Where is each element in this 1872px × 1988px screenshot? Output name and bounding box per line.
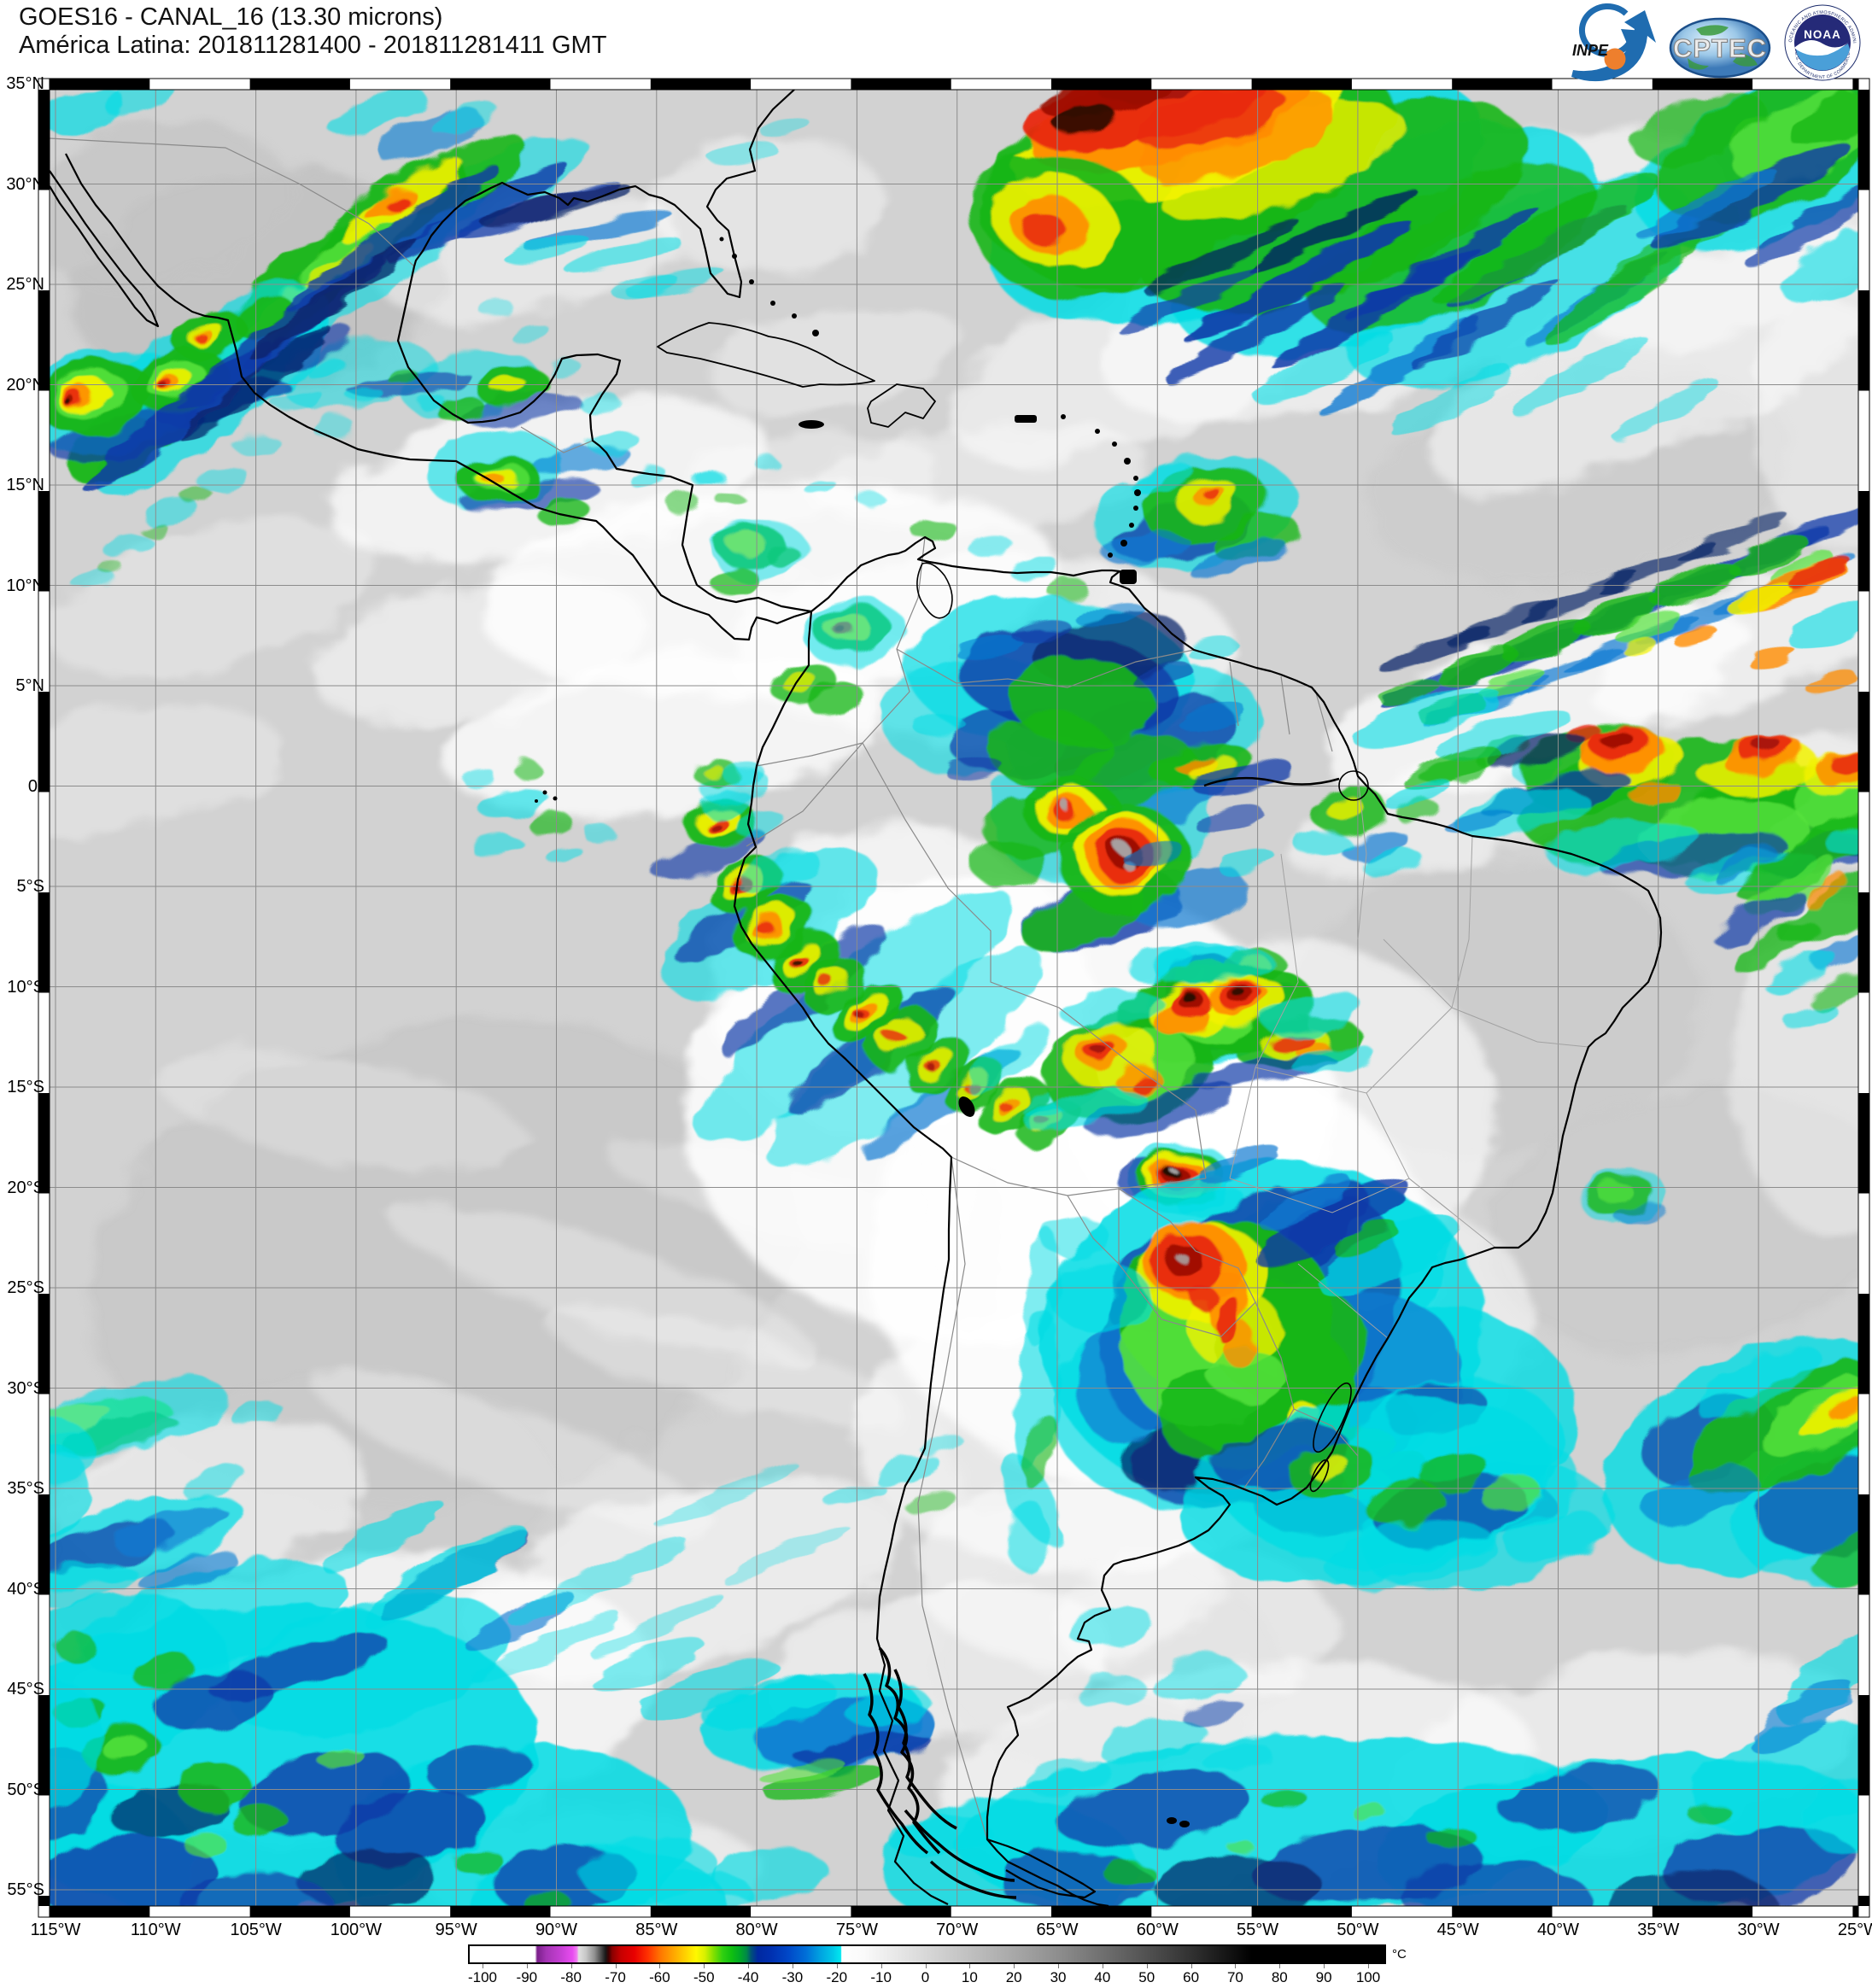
lon-label: 100°W [330,1921,383,1939]
lat-label: 5°N [15,676,44,695]
lat-label: 15°S [7,1078,44,1096]
map-frame [38,78,1870,1918]
lon-label: 70°W [936,1921,979,1939]
baja-california [50,170,160,328]
lat-label: 55°S [7,1880,44,1899]
lat-label: 35°S [7,1479,44,1498]
lon-label: 80°W [735,1921,778,1939]
hispaniola [867,383,936,428]
lon-label: 50°W [1337,1921,1379,1939]
lon-label: 90°W [535,1921,578,1939]
lon-label: 30°W [1737,1921,1780,1939]
header: GOES16 - CANAL_16 (13.30 microns) Améric… [19,3,606,60]
islands [535,237,1190,1827]
cptec-logo: CPTEC [1669,17,1771,79]
page-title: GOES16 - CANAL_16 (13.30 microns) [19,3,443,31]
lon-label: 35°W [1637,1921,1680,1939]
lon-label: 55°W [1237,1921,1279,1939]
lon-label: 65°W [1036,1921,1079,1939]
lon-label: 60°W [1136,1921,1179,1939]
lon-label: 45°W [1436,1921,1479,1939]
lon-label: 95°W [435,1921,477,1939]
lagoons-rivers [916,562,1369,1493]
inpe-logo-text: INPE [1572,42,1609,59]
lat-label: 30°S [7,1378,44,1398]
lat-label: 25°S [7,1278,44,1297]
lat-label: 20°N [6,375,44,395]
lon-label: 25°W [1837,1921,1872,1939]
lat-label: 30°N [6,174,44,194]
mexico-central-america-caribbean-coast [396,266,812,613]
inpe-logo: INPE [1571,3,1656,82]
lake-maracaibo [916,562,953,619]
lat-label: 10°S [7,977,44,997]
cloud-streak-layer [84,118,1858,1801]
tierra-del-fuego [986,1838,1097,1899]
lat-label: 25°N [6,275,44,294]
coastlines [50,90,1663,1906]
cuba [657,322,875,388]
lon-label: 75°W [835,1921,878,1939]
lon-label: 85°W [635,1921,678,1939]
noaa-logo: NATIONAL OCEANIC AND ATMOSPHERIC ADMINIS… [1783,2,1861,81]
lon-label: 110°W [130,1921,181,1939]
country-borders [50,137,1589,1840]
lat-label: 20°S [7,1178,44,1197]
page-subtitle: América Latina: 201811281400 - 201811281… [19,32,607,59]
south-america-pacific-coast [733,611,953,1905]
lat-label: 35°N [6,74,44,93]
lat-label: 10°N [6,576,44,595]
lat-label: 45°S [7,1680,44,1699]
lat-label: 50°S [7,1780,44,1799]
graticule [50,90,1858,1906]
mexico-pacific-coast [65,153,812,641]
patagonia-fjords [863,1646,1017,1899]
lat-label: 0° [27,776,44,796]
south-america-atlantic-coast [810,535,1663,1906]
lon-label: 40°W [1536,1921,1580,1939]
lat-label: 15°N [6,476,44,494]
lat-label: 40°S [7,1579,44,1599]
lon-label: 105°W [230,1921,282,1939]
lake-titicaca [958,1096,975,1117]
state-borders [1229,775,1589,1339]
lon-label: 115°W [30,1921,81,1939]
us-gulf-florida-coast [412,90,795,299]
cptec-logo-text: CPTEC [1673,33,1767,63]
lat-label: 5°S [16,877,44,896]
noaa-logo-text: NOAA [1804,28,1841,41]
